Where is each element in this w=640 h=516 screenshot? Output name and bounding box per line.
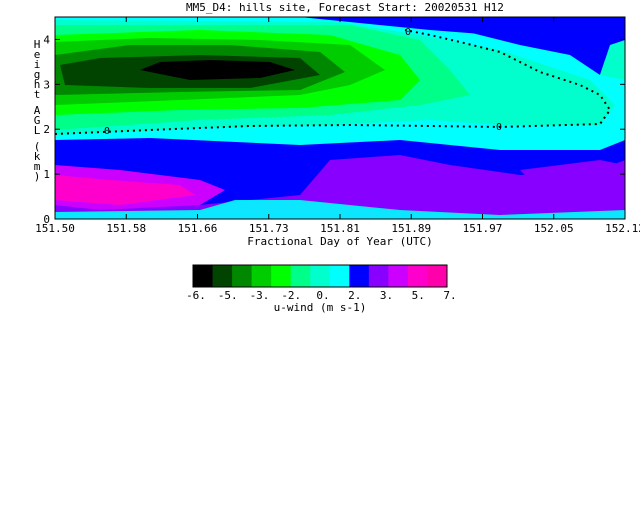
y-axis-label-char: G — [34, 114, 41, 127]
y-axis-label-char: e — [34, 48, 41, 61]
x-tick-label: 151.97 — [463, 222, 503, 235]
colorbar-swatch — [388, 265, 409, 287]
colorbar: -6. -5. -3. -2. 0. 2. 3. 5. 7. — [186, 264, 457, 302]
y-tick-label: 1 — [43, 168, 50, 181]
colorbar-tick-label: 7. — [443, 289, 456, 302]
colorbar-swatch — [407, 265, 428, 287]
colorbar-swatch — [271, 265, 292, 287]
colorbar-swatch — [427, 265, 448, 287]
colorbar-tick-label: 2. — [348, 289, 361, 302]
x-tick-label: 151.89 — [391, 222, 431, 235]
y-axis-label-char: m — [34, 160, 41, 173]
y-tick-label: 4 — [43, 33, 50, 46]
zero-contour-label-right: 0 — [496, 122, 502, 133]
y-axis-label-char: g — [34, 68, 41, 81]
aqua-upper-right — [600, 40, 625, 80]
zero-contour-line — [55, 29, 612, 135]
purple-region — [55, 155, 625, 219]
colorbar-frame — [192, 264, 448, 288]
chart-title: MM5_D4: hills site, Forecast Start: 2002… — [186, 1, 504, 14]
colorbar-swatch — [290, 265, 311, 287]
x-tick-label: 151.50 — [35, 222, 75, 235]
blue-upper-right-region — [460, 17, 625, 75]
x-tick-label: 152.12 — [605, 222, 640, 235]
colorbar-tick-label: -3. — [250, 289, 270, 302]
y-axis: 0 1 2 3 4 — [43, 33, 625, 226]
x-tick-label: 151.73 — [249, 222, 289, 235]
y-tick-label: 2 — [43, 123, 50, 136]
y-tick-label: 3 — [43, 78, 50, 91]
colorbar-swatch — [193, 265, 214, 287]
y-axis-label-char: i — [34, 58, 41, 71]
contour-plot-area: 0 0 0 — [55, 17, 625, 219]
zero-contour-label-top: 0 — [405, 27, 411, 38]
purple-region-right — [520, 160, 625, 200]
colorbar-tick-label: 5. — [412, 289, 425, 302]
colorbar-tick-label: 3. — [380, 289, 393, 302]
y-axis-label-char: L — [34, 124, 41, 137]
x-axis: 151.50 151.58 151.66 151.73 151.81 151.89 151.… — [35, 17, 640, 235]
x-tick-label: 152.05 — [534, 222, 574, 235]
colorbar-swatch — [232, 265, 253, 287]
zero-contour-label-left: 0 — [104, 126, 110, 137]
colorbar-swatch — [212, 265, 233, 287]
colorbar-swatch — [310, 265, 331, 287]
x-tick-label: 151.81 — [320, 222, 360, 235]
colorbar-tick-label: -6. — [186, 289, 206, 302]
pink-region — [55, 175, 195, 205]
colorbar-swatch — [251, 265, 272, 287]
colorbar-label: u-wind (m s-1) — [274, 301, 367, 314]
y-axis-label-char: A — [34, 104, 41, 117]
y-axis-label-char: k — [34, 150, 41, 163]
x-tick-label: 151.66 — [178, 222, 218, 235]
y-axis-label-char: t — [34, 88, 41, 101]
x-axis-label: Fractional Day of Year (UTC) — [247, 235, 432, 248]
colorbar-tick-label: 0. — [316, 289, 329, 302]
y-axis-label-char: ) — [34, 170, 41, 183]
colorbar-swatch — [368, 265, 389, 287]
colorbar-tick-label: -5. — [218, 289, 238, 302]
y-axis-label-char: h — [34, 78, 41, 91]
x-tick-label: 151.58 — [106, 222, 146, 235]
colorbar-tick-label: -2. — [281, 289, 301, 302]
colorbar-swatch — [329, 265, 350, 287]
y-axis-label-char: H — [34, 38, 41, 51]
y-axis-label-char: ( — [34, 140, 41, 153]
black-core-region — [140, 60, 295, 80]
y-tick-label: 0 — [43, 213, 50, 226]
colorbar-swatch — [349, 265, 370, 287]
